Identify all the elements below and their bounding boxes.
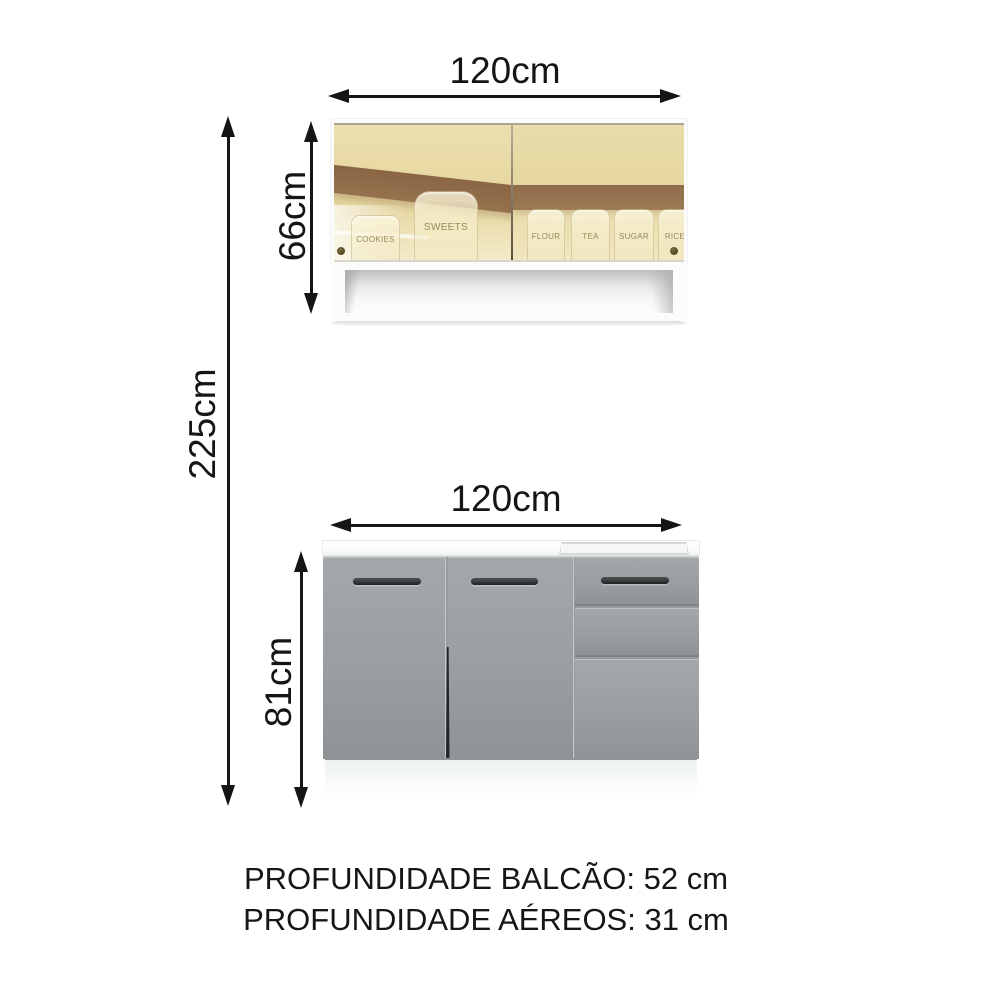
- drawer: [575, 608, 699, 686]
- jar-label: RICE: [664, 232, 684, 241]
- base-cabinet-front: [323, 556, 699, 790]
- arrowhead-up-icon: [294, 551, 308, 572]
- arrow-line: [227, 129, 230, 793]
- open-shelf: [330, 264, 688, 322]
- depth-notes: PROFUNDIDADE BALCÃO: 52 cm PROFUNDIDADE …: [0, 858, 986, 940]
- sink-recess: [559, 542, 689, 555]
- plinth: [325, 758, 697, 798]
- door-handle-icon: [470, 578, 538, 585]
- cabinet-underside: [336, 321, 682, 326]
- jar: SWEETS: [414, 191, 478, 260]
- countertop: [322, 540, 700, 556]
- arrowhead-down-icon: [294, 787, 308, 808]
- drawer-handle-icon: [601, 577, 669, 584]
- drawer: [575, 557, 699, 606]
- arrowhead-down-icon: [304, 293, 318, 314]
- glass-door-left: COOKIES SWEETS: [334, 125, 511, 260]
- jar-label: SWEETS: [423, 222, 469, 233]
- base-width-arrow: [330, 518, 682, 532]
- base-door-right: [447, 557, 574, 759]
- base-width-label: 120cm: [450, 478, 562, 519]
- arrow-line: [310, 134, 313, 301]
- shelf-niche: [345, 270, 673, 313]
- wall-width-arrow: [328, 89, 681, 103]
- arrowhead-left-icon: [328, 89, 349, 103]
- arrow-line: [343, 524, 669, 527]
- wall-height-arrow: [304, 121, 318, 314]
- wall-width-label: 120cm: [449, 50, 561, 91]
- drawer: [575, 659, 699, 790]
- arrowhead-down-icon: [221, 785, 235, 806]
- total-height-label: 225cm: [182, 368, 223, 480]
- arrowhead-up-icon: [304, 121, 318, 142]
- base-height-arrow: [294, 551, 308, 808]
- jar-label: COOKIES: [356, 235, 395, 244]
- glass-door-right: FLOUR TEA SUGAR RICE: [513, 125, 684, 260]
- jar-label: SUGAR: [619, 232, 649, 241]
- depth-note-balcao: PROFUNDIDADE BALCÃO: 52 cm: [243, 861, 729, 896]
- glass-door-divider: [511, 125, 514, 260]
- arrowhead-up-icon: [221, 116, 235, 137]
- door-knob-icon: [337, 247, 345, 255]
- drawer-stack: [575, 557, 699, 790]
- arrowhead-left-icon: [330, 518, 351, 532]
- jar-label: FLOUR: [531, 232, 561, 241]
- glass-reflection-band: [513, 185, 684, 210]
- base-cabinet: [322, 540, 700, 802]
- jar: TEA: [571, 209, 610, 260]
- arrowhead-right-icon: [661, 518, 682, 532]
- door-gap-shadow: [446, 647, 450, 759]
- jar: FLOUR: [527, 209, 565, 260]
- jar-label: TEA: [582, 232, 599, 241]
- arrowhead-right-icon: [660, 89, 681, 103]
- door-knob-icon: [670, 247, 678, 255]
- base-door-left: [323, 557, 446, 759]
- arrow-line: [300, 564, 303, 795]
- depth-note-aereos: PROFUNDIDADE AÉREOS: 31 cm: [243, 902, 729, 937]
- total-height-arrow: [221, 116, 235, 806]
- jar: SUGAR: [614, 209, 654, 260]
- jar: COOKIES: [351, 215, 400, 260]
- door-handle-icon: [353, 578, 421, 585]
- arrow-line: [341, 95, 668, 98]
- wall-cabinet: COOKIES SWEETS FLOUR TEA SUGAR: [330, 118, 688, 326]
- glass-doors: COOKIES SWEETS FLOUR TEA SUGAR: [334, 123, 684, 262]
